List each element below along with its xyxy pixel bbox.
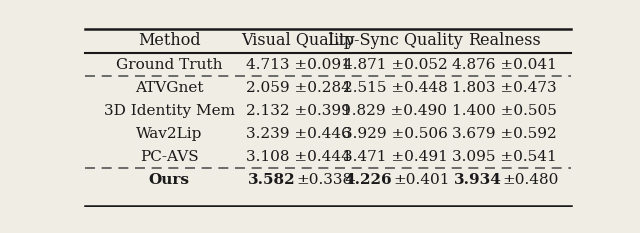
Text: 2.515 ±0.448: 2.515 ±0.448 (342, 81, 447, 95)
Text: Ours: Ours (148, 173, 190, 187)
Text: 3.471 ±0.491: 3.471 ±0.491 (342, 150, 447, 164)
Text: 3.679 ±0.592: 3.679 ±0.592 (452, 127, 556, 141)
Text: Lip-Sync Quality: Lip-Sync Quality (328, 32, 462, 49)
Text: 3.929 ±0.506: 3.929 ±0.506 (342, 127, 447, 141)
Text: ±0.401: ±0.401 (394, 173, 450, 187)
Text: Wav2Lip: Wav2Lip (136, 127, 202, 141)
Text: ±0.480: ±0.480 (502, 173, 559, 187)
Text: 4.713 ±0.091: 4.713 ±0.091 (246, 58, 351, 72)
Text: 4.876 ±0.041: 4.876 ±0.041 (452, 58, 557, 72)
Text: ATVGnet: ATVGnet (135, 81, 204, 95)
Text: 3.108 ±0.444: 3.108 ±0.444 (246, 150, 351, 164)
Text: Method: Method (138, 32, 200, 49)
Text: 4.871 ±0.052: 4.871 ±0.052 (342, 58, 447, 72)
Text: ±0.338: ±0.338 (297, 173, 353, 187)
Text: Realness: Realness (468, 32, 540, 49)
Text: Ground Truth: Ground Truth (116, 58, 223, 72)
Text: 3.239 ±0.446: 3.239 ±0.446 (246, 127, 351, 141)
Text: 1.400 ±0.505: 1.400 ±0.505 (452, 104, 557, 118)
Text: PC-AVS: PC-AVS (140, 150, 198, 164)
Text: 3.582: 3.582 (248, 173, 296, 187)
Text: 3.934: 3.934 (454, 173, 502, 187)
Text: 1.803 ±0.473: 1.803 ±0.473 (452, 81, 556, 95)
Text: 4.226: 4.226 (345, 173, 392, 187)
Text: 2.132 ±0.399: 2.132 ±0.399 (246, 104, 351, 118)
Text: 3.095 ±0.541: 3.095 ±0.541 (452, 150, 556, 164)
Text: 1.829 ±0.490: 1.829 ±0.490 (342, 104, 447, 118)
Text: Visual Quality: Visual Quality (241, 32, 355, 49)
Text: 3D Identity Mem: 3D Identity Mem (104, 104, 235, 118)
Text: 2.059 ±0.284: 2.059 ±0.284 (246, 81, 351, 95)
